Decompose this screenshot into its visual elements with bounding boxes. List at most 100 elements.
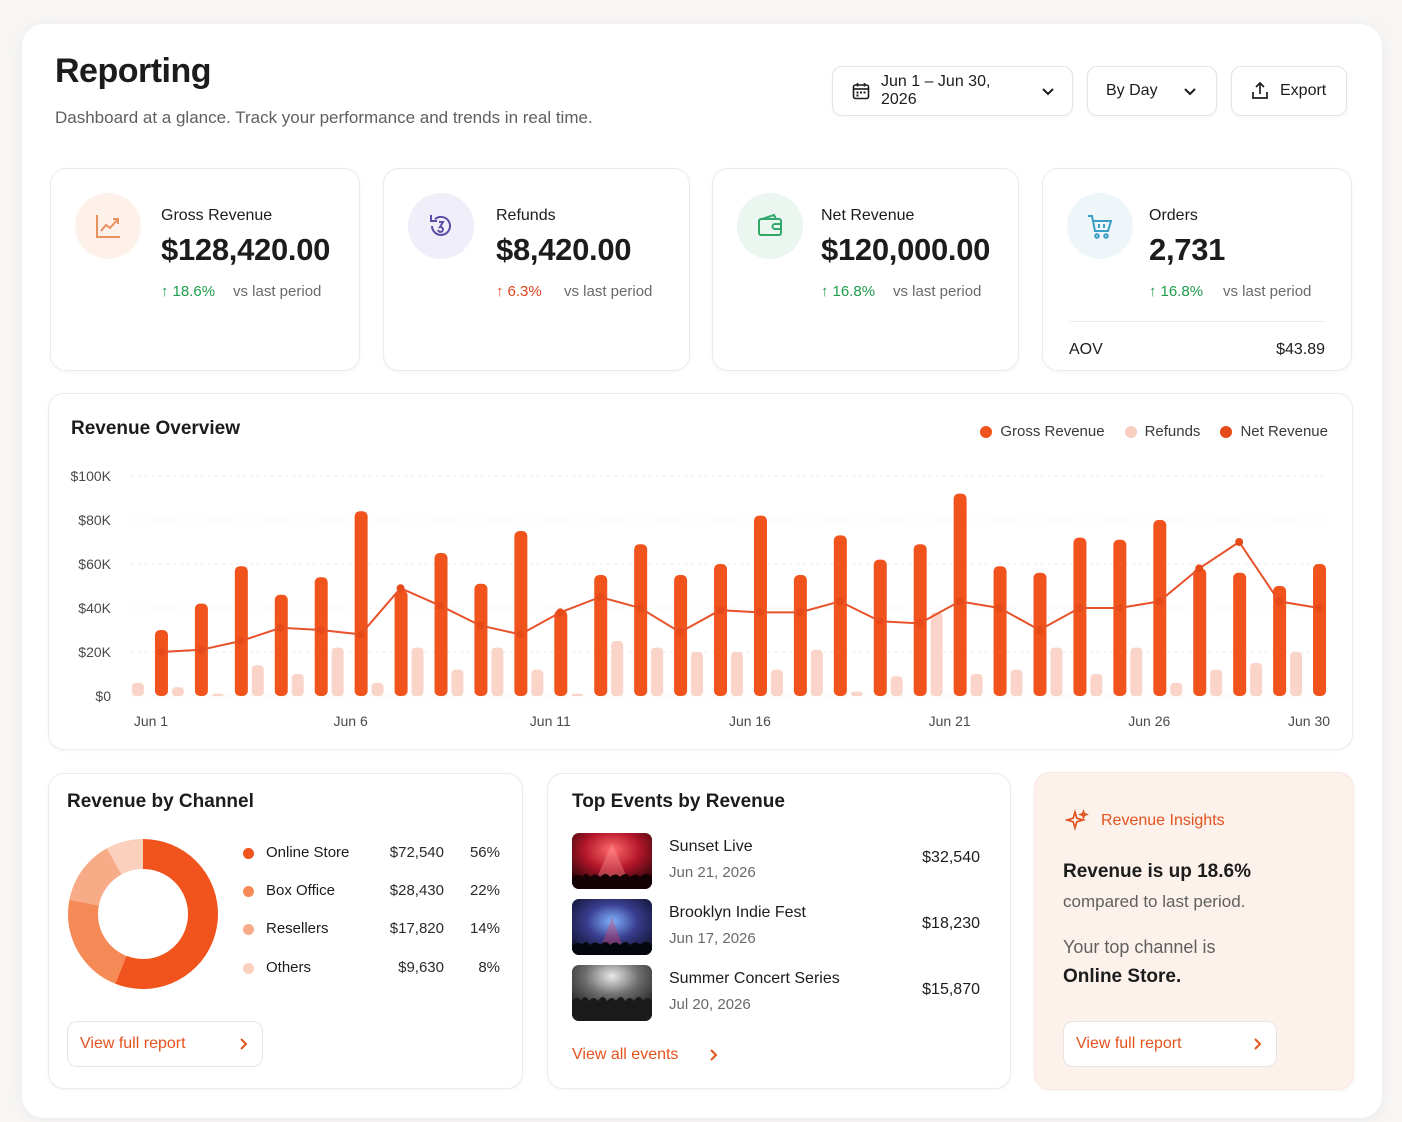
legend-item-gross-revenue: Gross Revenue [980,423,1105,440]
kpi-vs-label: vs last period [893,283,982,300]
gross-revenue-bar [714,564,728,696]
gross-revenue-bar [1313,564,1327,696]
gross-revenue-bar [873,559,887,696]
chart-legend: Gross Revenue Refunds Net Revenue [980,423,1328,440]
gross-revenue-bar [474,583,488,696]
kpi-card-net-revenue: Net Revenue $120,000.00 ↑ 16.8% vs last p… [712,168,1019,371]
section-title: Revenue by Channel [67,791,254,812]
kpi-card-gross-revenue: Gross Revenue $128,420.00 ↑ 18.6% vs last… [50,168,360,371]
gross-revenue-bar [394,590,408,696]
view-full-report-button[interactable]: View full report [1063,1021,1277,1067]
gross-revenue-bar [833,535,847,696]
date-range-picker[interactable]: Jun 1 – Jun 30, 2026 [832,66,1073,116]
gross-revenue-bar [1073,537,1087,696]
legend-item-net-revenue: Net Revenue [1220,423,1328,440]
event-amount: $18,230 [922,915,980,932]
event-row[interactable]: Brooklyn Indie Fest Jun 17, 2026 $18,230 [572,899,982,955]
refund-bar [890,676,903,696]
net-revenue-point [476,621,485,630]
event-name: Sunset Live [669,838,753,855]
net-revenue-point [955,597,964,606]
kpi-vs-label: vs last period [233,283,322,300]
aov-value: $43.89 [1276,341,1325,358]
x-tick-label: Jun 11 [530,713,571,729]
y-tick-label: $100K [71,468,112,484]
x-tick-label: Jun 26 [1128,713,1170,729]
kpi-value: $8,420.00 [496,232,632,267]
insights-channel-name: Online Store. [1063,966,1182,987]
net-revenue-point [716,606,725,615]
net-revenue-point [1275,597,1284,606]
insights-subtext: compared to last period. [1063,892,1246,911]
arrow-up-icon: ↑ [1149,283,1157,300]
net-revenue-point [1235,538,1244,546]
refund-bar [371,682,384,696]
event-amount: $32,540 [922,849,980,866]
channel-percent: 14% [469,920,500,937]
channel-swatch [243,848,254,859]
legend-label: Refunds [1144,423,1201,440]
date-range-label: Jun 1 – Jun 30, 2026 [881,73,991,108]
net-revenue-point [236,637,245,645]
refund-bar [491,647,504,696]
y-tick-label: $0 [95,688,111,704]
event-amount: $15,870 [922,981,980,998]
net-revenue-point [196,645,205,654]
calendar-icon [852,83,870,100]
granularity-select[interactable]: By Day [1087,66,1217,116]
gross-revenue-bar [993,566,1007,696]
event-date: Jul 20, 2026 [669,996,751,1013]
kpi-vs-label: vs last period [1223,283,1312,300]
export-button[interactable]: Export [1231,66,1347,116]
gross-revenue-bar [1273,586,1287,696]
trend-up-icon [75,193,141,259]
kpi-delta: ↑ 16.8% [821,283,876,300]
refund-bar [691,652,704,696]
event-row[interactable]: Sunset Live Jun 21, 2026 $32,540 [572,833,982,889]
y-tick-label: $60K [78,556,111,572]
channel-value: $17,820 [389,920,444,937]
view-all-events-link[interactable]: View all events [572,1046,720,1064]
refund-bar [970,674,983,696]
x-tick-label: Jun 1 [134,713,168,729]
event-row[interactable]: Summer Concert Series Jul 20, 2026 $15,8… [572,965,982,1021]
event-date: Jun 17, 2026 [669,930,756,947]
y-tick-label: $20K [78,644,111,660]
kpi-value: 2,731 [1149,232,1226,267]
link-label: View all events [572,1046,679,1063]
refund-bar [1090,674,1103,696]
view-full-report-button[interactable]: View full report [67,1021,263,1067]
wallet-icon [737,193,803,259]
refund-bar [850,691,863,696]
gross-revenue-bar [1193,568,1207,696]
refund-bar [451,669,464,696]
channel-donut-chart [68,839,218,989]
sparkle-icon [1065,809,1089,832]
y-tick-label: $80K [78,512,111,528]
y-tick-label: $40K [78,600,111,616]
refund-bar [770,669,783,696]
channel-percent: 22% [469,882,500,899]
net-revenue-point [1115,604,1124,612]
gross-revenue-bar [554,610,568,696]
refund-bar [1290,652,1303,696]
refund-bar [251,665,264,696]
channel-percent: 8% [478,959,500,976]
net-revenue-point [1315,604,1324,612]
gross-revenue-bar [514,531,528,696]
export-label: Export [1280,82,1327,99]
refund-bar [571,693,584,696]
section-title: Top Events by Revenue [572,791,785,812]
net-revenue-point [396,584,405,593]
refund-bar [411,647,424,696]
link-label: View full report [80,1035,186,1052]
kpi-label: Gross Revenue [161,207,273,224]
channel-name: Box Office [266,882,335,899]
channel-row-online-store: Online Store $72,540 56% [243,844,501,864]
gross-revenue-bar [753,515,767,696]
net-revenue-point [356,630,365,639]
kpi-label: Orders [1149,207,1198,224]
revenue-overview-chart: $100K $80K $60K $40K $20K $0 Jun 1 Jun 6 Jun 11 J… [71,468,1331,729]
event-name: Summer Concert Series [669,970,840,987]
x-tick-label: Jun 21 [929,713,971,729]
